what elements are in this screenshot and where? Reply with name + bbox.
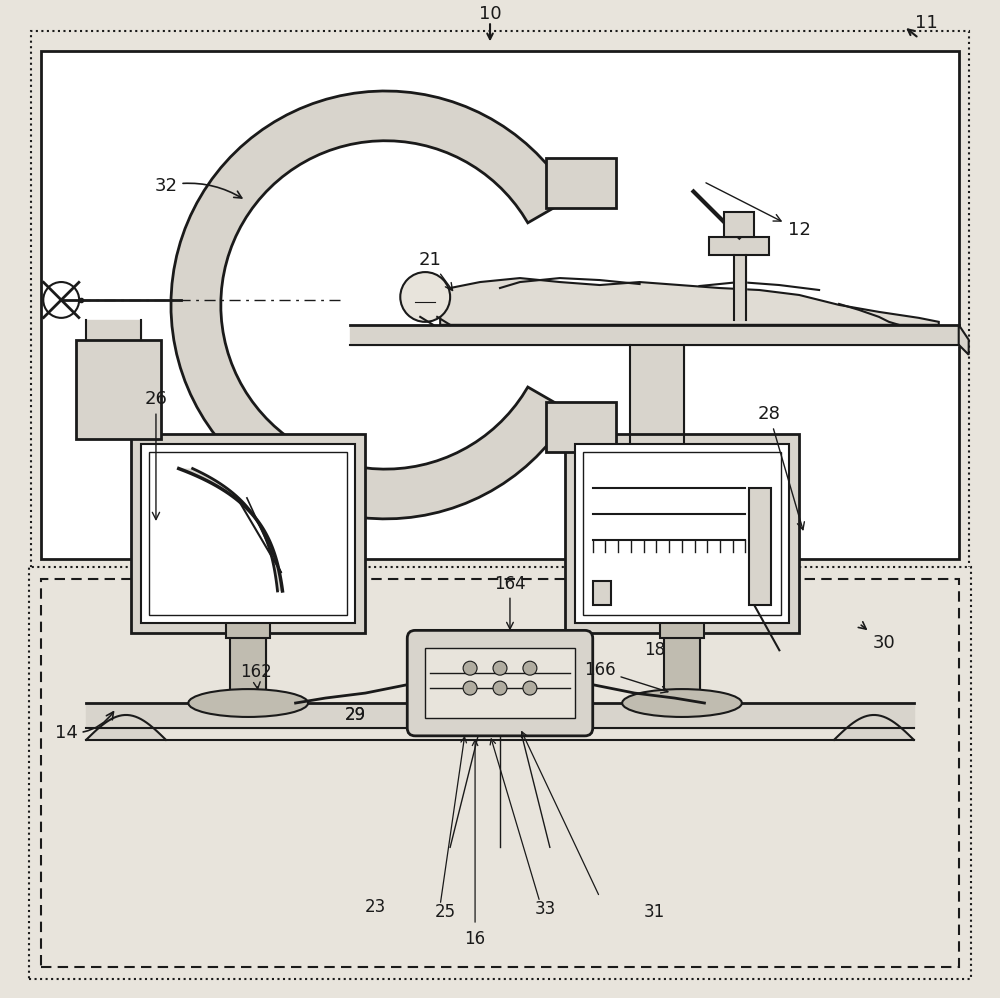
Bar [546,158,616,208]
FancyBboxPatch shape [407,631,593,736]
Bar [565,434,799,634]
Text: 25: 25 [435,903,456,921]
Bar [131,434,365,634]
Bar [31,31,969,569]
Bar [149,452,347,616]
Text: 33: 33 [534,900,556,918]
Circle shape [493,681,507,695]
Circle shape [523,681,537,695]
Circle shape [463,662,477,676]
Text: 11: 11 [915,14,938,32]
Text: 23: 23 [365,898,386,916]
Bar [660,614,704,639]
Text: 29: 29 [345,706,366,724]
Bar [41,579,959,967]
Text: 31: 31 [644,903,665,921]
Bar [41,51,959,559]
Text: 164: 164 [494,575,526,629]
Ellipse shape [622,689,742,717]
Circle shape [400,272,450,321]
Text: 21: 21 [419,251,453,290]
Bar [575,444,789,624]
Text: 162: 162 [240,663,272,689]
Bar [709,238,769,255]
Text: 14: 14 [55,712,113,742]
Text: 166: 166 [584,662,668,693]
Text: 18: 18 [644,642,665,660]
Polygon shape [959,324,969,354]
Bar [29,567,971,979]
Text: 32: 32 [154,177,242,198]
Polygon shape [179,468,282,591]
Bar [141,444,355,624]
Circle shape [523,662,537,676]
Text: 28: 28 [758,405,804,530]
Bar [425,649,575,718]
Bar [749,488,771,606]
Bar [593,581,611,606]
Bar [76,339,161,439]
Polygon shape [171,91,571,519]
Text: 16: 16 [465,930,486,948]
Text: 29: 29 [345,706,366,724]
Ellipse shape [188,689,308,717]
Text: 12: 12 [706,183,811,240]
Text: 26: 26 [145,390,167,520]
Bar [546,402,616,452]
Bar [724,213,754,238]
Circle shape [493,662,507,676]
Text: 30: 30 [858,622,895,653]
Bar [583,452,781,616]
Text: 10: 10 [479,5,501,23]
Bar [226,614,270,639]
Polygon shape [440,278,939,324]
Circle shape [463,681,477,695]
